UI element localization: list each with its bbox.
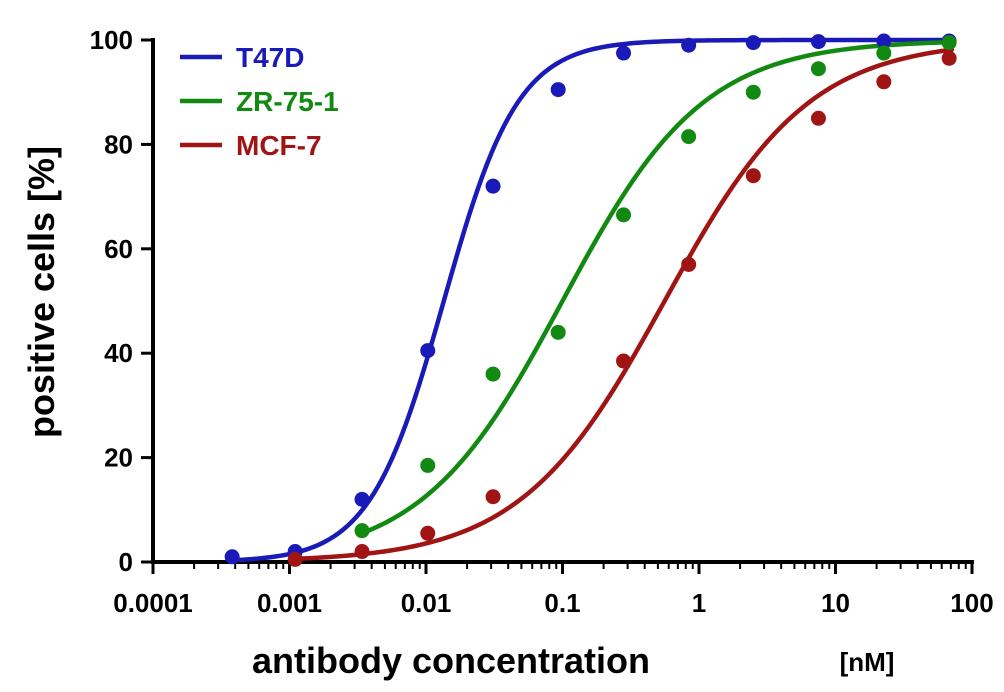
data-point-mcf-7 [354, 544, 370, 560]
x-tick-label: 0.001 [257, 588, 322, 618]
legend-label: ZR-75-1 [236, 86, 339, 117]
data-point-mcf-7 [420, 525, 436, 541]
x-tick-label: 0.1 [544, 588, 580, 618]
data-point-zr-75-1 [550, 324, 566, 340]
y-tick-label: 20 [104, 443, 133, 473]
data-point-zr-75-1 [876, 45, 892, 61]
data-point-zr-75-1 [616, 207, 632, 223]
data-point-t47d [745, 35, 761, 51]
data-point-zr-75-1 [810, 61, 826, 77]
data-point-zr-75-1 [745, 84, 761, 100]
fit-curve-t47d [227, 37, 955, 563]
y-axis-title: positive cells [%] [21, 146, 62, 438]
data-point-zr-75-1 [485, 366, 501, 382]
x-tick-label: 0.0001 [113, 588, 193, 618]
data-point-t47d [810, 34, 826, 50]
data-point-t47d [354, 491, 370, 507]
legend-label: T47D [236, 42, 304, 73]
data-point-t47d [550, 82, 566, 98]
data-point-t47d [485, 178, 501, 194]
x-tick-label: 1 [692, 588, 706, 618]
x-tick-label: 0.01 [401, 588, 452, 618]
x-axis-unit: [nM] [840, 647, 895, 677]
x-axis-title: antibody concentration [252, 640, 650, 681]
data-point-mcf-7 [810, 110, 826, 126]
data-point-t47d [876, 33, 892, 49]
data-point-zr-75-1 [420, 457, 436, 473]
data-point-mcf-7 [616, 353, 632, 369]
data-point-mcf-7 [941, 50, 957, 66]
data-point-zr-75-1 [941, 35, 957, 51]
y-axis-ticks: 0 20 40 60 80 100 [90, 25, 153, 577]
data-point-mcf-7 [681, 256, 697, 272]
fit-curves [227, 37, 955, 563]
data-point-t47d [616, 45, 632, 61]
fit-curve-mcf-7 [290, 47, 955, 562]
data-point-mcf-7 [745, 168, 761, 184]
y-tick-label: 80 [104, 129, 133, 159]
y-tick-label: 0 [119, 547, 133, 577]
x-axis-ticks: 0.0001 0.001 0.01 0.1 1 10 100 [113, 562, 994, 618]
data-points [224, 33, 957, 567]
data-point-mcf-7 [287, 551, 303, 567]
fit-curve-zr-75-1 [357, 39, 955, 537]
axes: 0.0001 0.001 0.01 0.1 1 10 100 0 20 40 60 80 100 [90, 25, 994, 618]
legend: T47D ZR-75-1 MCF-7 [180, 42, 339, 161]
data-point-mcf-7 [485, 489, 501, 505]
data-point-t47d [224, 549, 240, 565]
y-tick-label: 40 [104, 338, 133, 368]
data-point-zr-75-1 [681, 129, 697, 145]
y-tick-label: 60 [104, 234, 133, 264]
legend-label: MCF-7 [236, 130, 322, 161]
x-tick-label: 100 [950, 588, 993, 618]
x-tick-label: 10 [821, 588, 850, 618]
data-point-t47d [681, 37, 697, 53]
data-point-zr-75-1 [354, 523, 370, 539]
y-tick-label: 100 [90, 25, 133, 55]
data-point-mcf-7 [876, 74, 892, 90]
data-point-t47d [420, 343, 436, 359]
